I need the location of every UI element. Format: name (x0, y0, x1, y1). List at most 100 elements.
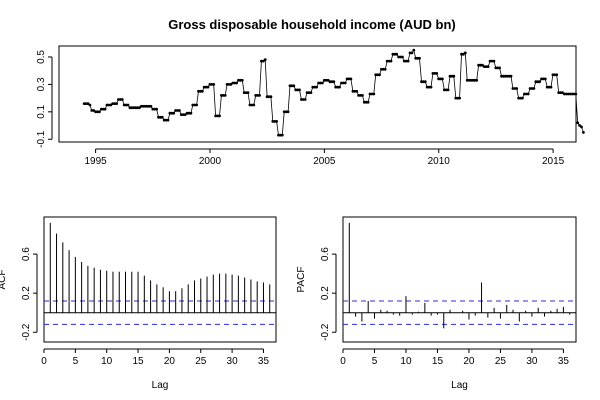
data-point (429, 85, 433, 89)
data-point (549, 85, 553, 89)
y-tick-label: -0.1 (36, 130, 47, 148)
data-point (401, 55, 404, 59)
data-point (120, 98, 124, 101)
data-point (486, 65, 490, 68)
data-point (218, 114, 221, 118)
data-point (286, 110, 290, 114)
y-tick-label: 0.3 (36, 77, 47, 91)
data-point (526, 92, 530, 96)
data-point (332, 80, 336, 84)
data-point (355, 89, 359, 93)
data-point (223, 94, 227, 97)
x-tick-label: 15 (432, 356, 444, 367)
data-point (435, 72, 439, 75)
y-tick-label: 0.6 (21, 247, 32, 261)
data-point (111, 102, 115, 105)
data-point (258, 94, 261, 97)
data-point (515, 87, 519, 90)
income-line-panel: 1995 2000 2005 2010 2015 -0.1 0.1 0.3 0.5 (36, 45, 585, 167)
data-point (543, 77, 547, 81)
data-point (98, 110, 101, 114)
income-series-line (84, 49, 584, 136)
plot-frame (43, 216, 277, 343)
data-point (126, 103, 130, 107)
data-point (309, 91, 313, 94)
data-point (458, 96, 461, 100)
data-point (282, 110, 286, 114)
data-point (200, 89, 204, 93)
x-tick-label: 0 (41, 356, 47, 367)
data-point (509, 74, 513, 78)
x-tick-label: 5 (73, 356, 79, 367)
data-point (240, 78, 244, 82)
data-point (212, 83, 216, 86)
data-point (576, 121, 580, 125)
plot-frame (58, 45, 577, 143)
data-point (160, 115, 164, 119)
data-point (441, 77, 444, 81)
data-point (246, 91, 250, 94)
data-point (252, 103, 256, 107)
data-point (383, 67, 387, 71)
x-tick-label: 15 (132, 356, 144, 367)
y-tick-label: 0.5 (36, 50, 47, 64)
y-tick-label: 0.2 (320, 286, 331, 300)
data-point (269, 95, 273, 99)
data-point (492, 59, 496, 63)
data-point (555, 73, 559, 77)
x-tick-label: 10 (400, 356, 412, 367)
data-point (206, 85, 210, 89)
data-point (446, 88, 450, 92)
data-point (179, 113, 183, 116)
x-tick-label: 20 (164, 356, 176, 367)
x-tick-label: 25 (495, 356, 507, 367)
data-point (532, 87, 536, 90)
data-point (88, 103, 92, 107)
data-point (263, 58, 267, 62)
data-point (149, 104, 153, 108)
data-point (298, 88, 301, 92)
data-point (580, 125, 583, 129)
data-point (172, 111, 176, 115)
data-point (423, 80, 427, 84)
data-point (410, 51, 414, 55)
data-point (275, 120, 278, 123)
x-tick-label: 35 (258, 356, 270, 367)
data-point (452, 74, 456, 78)
data-point (406, 59, 410, 63)
data-point (343, 81, 347, 85)
data-point (395, 52, 399, 56)
data-point (166, 118, 170, 122)
acf-panel: 0 5 10 15 20 25 30 35 -0.2 0.2 0.6 Lag ACF (0, 216, 277, 391)
data-point (498, 66, 501, 70)
data-point (418, 56, 421, 60)
x-tick-label: 5 (372, 356, 378, 367)
data-point (378, 73, 381, 77)
data-point (389, 59, 393, 63)
data-point (521, 96, 524, 100)
data-point (463, 51, 467, 55)
y-axis-label: PACF (296, 267, 307, 293)
x-tick-label: 30 (526, 356, 538, 367)
data-point (235, 81, 239, 85)
data-point (366, 100, 370, 104)
chart-title: Gross disposable household income (AUD b… (168, 17, 455, 32)
data-point (214, 114, 218, 118)
data-point (574, 92, 578, 96)
x-tick-label: 2015 (542, 156, 565, 167)
y-axis-label: ACF (0, 270, 8, 290)
data-point (303, 98, 307, 101)
x-tick-label: 30 (227, 356, 239, 367)
plot-frame (342, 216, 577, 343)
data-point (292, 84, 296, 88)
data-point (361, 94, 364, 97)
data-point (349, 77, 353, 81)
data-point (145, 104, 149, 108)
x-tick-label: 2000 (199, 156, 222, 167)
y-tick-label: -0.2 (320, 323, 331, 341)
x-tick-label: 25 (195, 356, 207, 367)
x-tick-label: 10 (101, 356, 113, 367)
data-point (582, 131, 585, 134)
pacf-panel: 0 5 10 15 20 25 30 35 -0.2 0.2 0.6 Lag PACF (296, 216, 577, 391)
y-tick-label: 0.6 (320, 247, 331, 261)
